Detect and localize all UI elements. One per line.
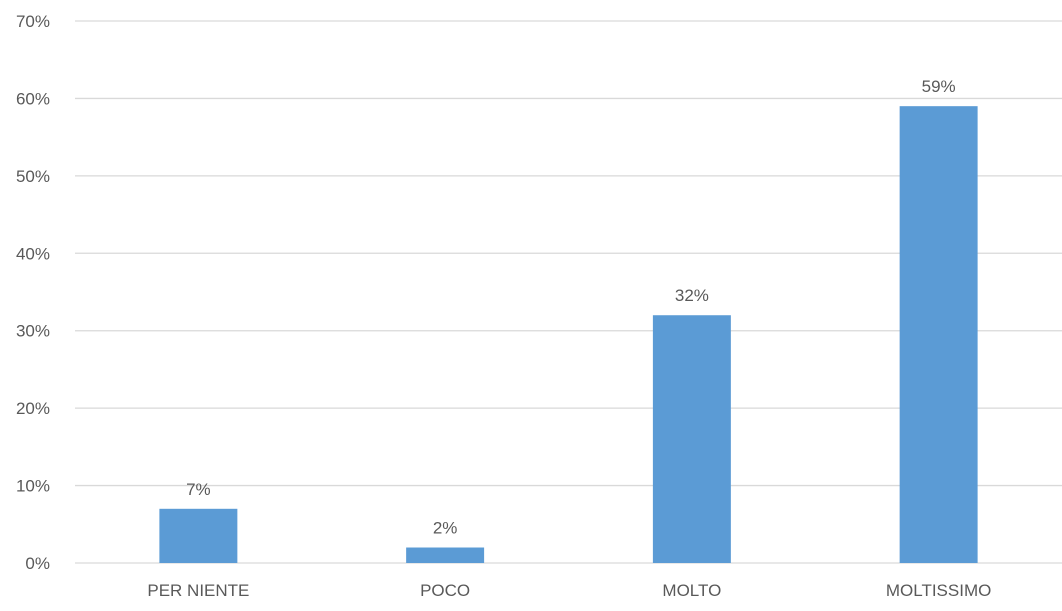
- data-label-moltissimo: 59%: [922, 77, 956, 96]
- x-category-label-molto: MOLTO: [662, 581, 721, 600]
- bars: [159, 106, 978, 564]
- y-tick-label-10: 10%: [16, 477, 50, 496]
- bar-molto: [652, 315, 731, 563]
- y-tick-label-50: 50%: [16, 167, 50, 186]
- y-tick-label-60: 60%: [16, 89, 50, 108]
- data-label-poco: 2%: [433, 519, 458, 538]
- bar-moltissimo: [899, 106, 978, 564]
- x-category-label-moltissimo: MOLTISSIMO: [886, 581, 991, 600]
- y-tick-label-20: 20%: [16, 399, 50, 418]
- data-labels: 7% 2% 32% 59%: [186, 77, 956, 537]
- x-category-label-per-niente: PER NIENTE: [147, 581, 249, 600]
- y-tick-label-70: 70%: [16, 12, 50, 31]
- data-label-per-niente: 7%: [186, 480, 211, 499]
- data-label-molto: 32%: [675, 286, 709, 305]
- x-category-label-poco: POCO: [420, 581, 470, 600]
- y-tick-label-30: 30%: [16, 322, 50, 341]
- bar-poco: [406, 547, 485, 563]
- y-tick-label-40: 40%: [16, 244, 50, 263]
- x-axis-category-labels: PER NIENTE POCO MOLTO MOLTISSIMO: [147, 581, 991, 600]
- y-axis-tick-labels: 0% 10% 20% 30% 40% 50% 60% 70%: [16, 12, 50, 573]
- bar-per-niente: [159, 508, 238, 563]
- y-tick-label-0: 0%: [25, 554, 50, 573]
- gridlines: [75, 20, 1062, 564]
